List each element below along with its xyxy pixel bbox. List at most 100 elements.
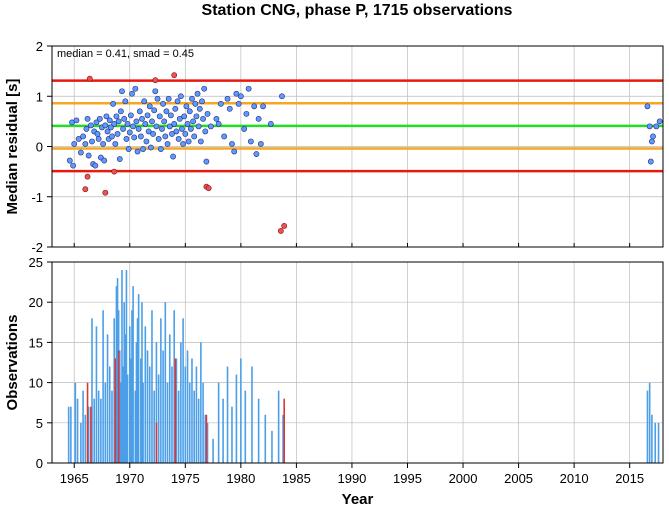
bar	[126, 374, 129, 463]
bar	[106, 334, 109, 463]
bar	[177, 390, 180, 463]
bar	[84, 414, 87, 463]
data-point	[644, 103, 651, 110]
data-point	[144, 112, 151, 119]
bar	[113, 318, 116, 463]
data-point	[163, 108, 170, 115]
x-tick-label: 2000	[449, 471, 478, 486]
data-point	[109, 133, 115, 140]
data-point	[167, 112, 174, 119]
data-point	[177, 93, 184, 100]
bar	[168, 334, 171, 463]
bar	[226, 366, 229, 463]
bar	[111, 390, 113, 463]
data-point	[110, 100, 116, 107]
y-tick-label: 25	[29, 255, 43, 270]
bar	[130, 358, 132, 463]
x-tick-label: 1970	[115, 471, 144, 486]
y-tick-label: 5	[36, 416, 43, 431]
data-point	[111, 120, 118, 127]
bar	[97, 390, 100, 463]
data-point	[151, 107, 158, 114]
bar	[144, 326, 147, 463]
bar	[244, 390, 247, 463]
data-point	[185, 138, 192, 145]
data-point	[120, 126, 126, 132]
y-tick-label: 0	[36, 456, 43, 471]
data-point	[656, 118, 663, 125]
bar	[70, 406, 72, 463]
data-point	[104, 128, 111, 135]
data-point	[267, 120, 274, 127]
bar	[240, 358, 242, 463]
data-point	[171, 120, 178, 127]
data-point	[102, 122, 109, 129]
data-point	[137, 133, 144, 140]
data-point	[184, 120, 191, 127]
data-point	[75, 136, 82, 142]
bar	[157, 374, 160, 463]
data-point	[243, 110, 250, 117]
bar	[134, 390, 137, 463]
bar	[277, 390, 280, 463]
bar	[197, 398, 200, 463]
data-point	[146, 103, 153, 110]
data-point	[199, 98, 205, 105]
data-point	[93, 119, 100, 126]
data-point	[202, 128, 209, 135]
data-point	[241, 126, 248, 132]
data-point	[647, 158, 654, 165]
data-point	[136, 108, 143, 115]
data-point	[648, 138, 655, 145]
bar	[212, 438, 214, 463]
bar	[80, 422, 82, 463]
bar	[204, 414, 207, 463]
x-tick-label: 1980	[226, 471, 255, 486]
bar	[251, 366, 253, 463]
data-point	[70, 162, 77, 169]
bar	[231, 406, 233, 463]
bar	[67, 406, 70, 463]
data-point	[217, 100, 224, 107]
x-tick-label: 2015	[615, 471, 644, 486]
bar	[657, 422, 660, 463]
data-point	[646, 123, 653, 130]
data-point	[653, 123, 660, 130]
bar	[153, 390, 156, 463]
data-point	[204, 110, 211, 117]
data-point	[124, 120, 131, 127]
outlier-point	[205, 185, 212, 192]
y-axis-label: Median residual [s]	[4, 79, 21, 215]
stats-annotation: median = 0.41, smad = 0.45	[57, 48, 194, 60]
bar	[648, 382, 651, 463]
data-point	[103, 113, 110, 120]
data-point	[200, 115, 206, 122]
bar	[257, 398, 260, 463]
data-point	[207, 123, 214, 130]
data-point	[152, 88, 159, 95]
data-point	[161, 118, 168, 125]
data-point	[107, 124, 114, 131]
data-point	[191, 133, 198, 140]
data-point	[71, 141, 78, 147]
bar	[148, 366, 151, 463]
outlier-bar	[90, 406, 92, 463]
bar	[184, 366, 187, 463]
bar	[175, 358, 178, 463]
y-tick-label: 20	[29, 295, 43, 310]
bar	[193, 390, 195, 463]
data-point	[215, 120, 222, 127]
residual-panel: -2 -1 0 1 2 median = 0.41, smad = 0.45 Median …	[4, 39, 664, 255]
data-point	[155, 136, 162, 142]
bar	[136, 318, 139, 463]
data-point	[119, 88, 125, 95]
data-point	[169, 131, 175, 137]
bar	[141, 302, 143, 463]
data-point	[87, 122, 94, 129]
data-point	[141, 98, 148, 105]
bar	[122, 366, 124, 463]
data-point	[96, 115, 103, 122]
outlier-bar	[155, 422, 158, 463]
data-point	[251, 103, 258, 110]
data-point	[140, 146, 146, 152]
